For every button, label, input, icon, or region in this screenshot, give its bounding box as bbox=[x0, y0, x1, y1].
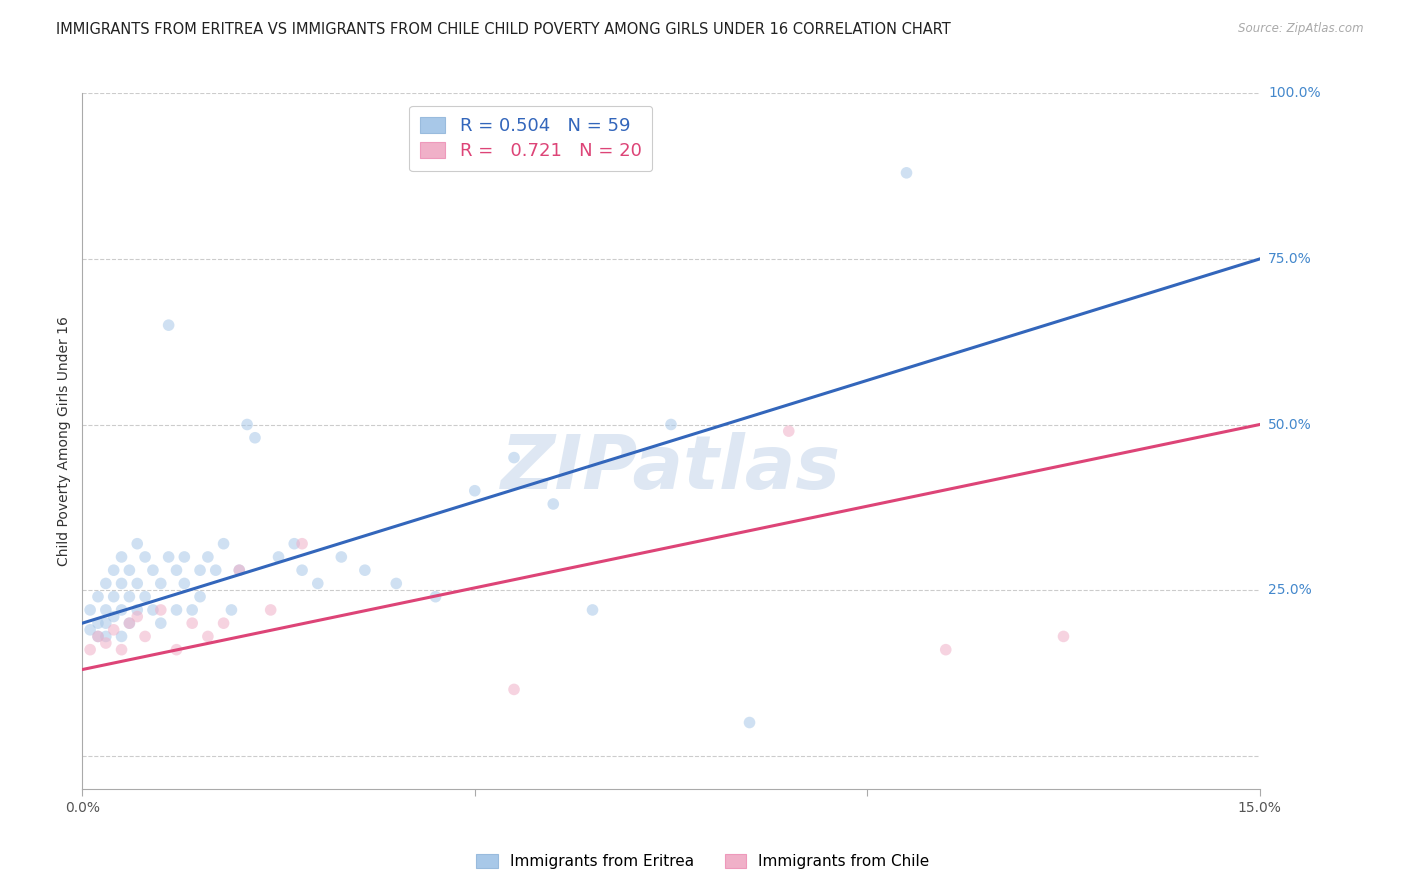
Point bbox=[243, 431, 266, 445]
Point bbox=[103, 563, 125, 577]
Point bbox=[118, 563, 141, 577]
Point bbox=[87, 629, 110, 643]
Point bbox=[425, 590, 447, 604]
Point bbox=[267, 549, 290, 564]
Point bbox=[110, 549, 132, 564]
Legend: Immigrants from Eritrea, Immigrants from Chile: Immigrants from Eritrea, Immigrants from… bbox=[471, 848, 935, 875]
Point bbox=[103, 590, 125, 604]
Point bbox=[149, 576, 172, 591]
Point bbox=[385, 576, 408, 591]
Point bbox=[166, 563, 188, 577]
Text: 25.0%: 25.0% bbox=[1268, 583, 1312, 597]
Text: IMMIGRANTS FROM ERITREA VS IMMIGRANTS FROM CHILE CHILD POVERTY AMONG GIRLS UNDER: IMMIGRANTS FROM ERITREA VS IMMIGRANTS FR… bbox=[56, 22, 950, 37]
Point bbox=[127, 537, 149, 551]
Point bbox=[87, 616, 110, 631]
Text: Source: ZipAtlas.com: Source: ZipAtlas.com bbox=[1239, 22, 1364, 36]
Point bbox=[738, 715, 761, 730]
Point bbox=[188, 590, 211, 604]
Point bbox=[354, 563, 377, 577]
Point bbox=[778, 424, 800, 438]
Point bbox=[79, 603, 101, 617]
Point bbox=[94, 616, 117, 631]
Point bbox=[181, 616, 204, 631]
Point bbox=[134, 590, 156, 604]
Point bbox=[103, 623, 125, 637]
Point bbox=[94, 576, 117, 591]
Point bbox=[134, 549, 156, 564]
Point bbox=[173, 576, 195, 591]
Point bbox=[188, 563, 211, 577]
Point bbox=[291, 563, 314, 577]
Point bbox=[118, 616, 141, 631]
Point bbox=[142, 563, 165, 577]
Text: 100.0%: 100.0% bbox=[1268, 87, 1320, 101]
Point bbox=[581, 603, 603, 617]
Point bbox=[260, 603, 283, 617]
Point bbox=[166, 603, 188, 617]
Point bbox=[87, 590, 110, 604]
Point bbox=[307, 576, 329, 591]
Point bbox=[173, 549, 195, 564]
Point bbox=[197, 549, 219, 564]
Point bbox=[110, 603, 132, 617]
Point bbox=[228, 563, 250, 577]
Point bbox=[134, 629, 156, 643]
Point bbox=[118, 616, 141, 631]
Point bbox=[543, 497, 565, 511]
Point bbox=[79, 623, 101, 637]
Point bbox=[149, 603, 172, 617]
Point bbox=[127, 603, 149, 617]
Point bbox=[94, 629, 117, 643]
Y-axis label: Child Poverty Among Girls Under 16: Child Poverty Among Girls Under 16 bbox=[58, 316, 72, 566]
Text: ZIPatlas: ZIPatlas bbox=[501, 433, 841, 506]
Point bbox=[87, 629, 110, 643]
Point bbox=[204, 563, 226, 577]
Point bbox=[935, 642, 957, 657]
Point bbox=[127, 576, 149, 591]
Point bbox=[103, 609, 125, 624]
Point bbox=[118, 590, 141, 604]
Point bbox=[1052, 629, 1074, 643]
Point bbox=[330, 549, 353, 564]
Point bbox=[197, 629, 219, 643]
Text: 75.0%: 75.0% bbox=[1268, 252, 1312, 266]
Point bbox=[291, 537, 314, 551]
Point bbox=[94, 636, 117, 650]
Point bbox=[157, 549, 180, 564]
Text: 50.0%: 50.0% bbox=[1268, 417, 1312, 432]
Point bbox=[157, 318, 180, 333]
Point bbox=[228, 563, 250, 577]
Point bbox=[659, 417, 682, 432]
Point bbox=[896, 166, 918, 180]
Point bbox=[110, 629, 132, 643]
Point bbox=[464, 483, 486, 498]
Point bbox=[283, 537, 305, 551]
Point bbox=[110, 642, 132, 657]
Point bbox=[503, 682, 526, 697]
Point bbox=[212, 616, 235, 631]
Point bbox=[212, 537, 235, 551]
Point bbox=[166, 642, 188, 657]
Point bbox=[236, 417, 259, 432]
Point bbox=[149, 616, 172, 631]
Point bbox=[127, 609, 149, 624]
Point bbox=[79, 642, 101, 657]
Legend: R = 0.504   N = 59, R =   0.721   N = 20: R = 0.504 N = 59, R = 0.721 N = 20 bbox=[409, 106, 652, 171]
Point bbox=[110, 576, 132, 591]
Point bbox=[503, 450, 526, 465]
Point bbox=[181, 603, 204, 617]
Point bbox=[142, 603, 165, 617]
Point bbox=[94, 603, 117, 617]
Point bbox=[221, 603, 243, 617]
